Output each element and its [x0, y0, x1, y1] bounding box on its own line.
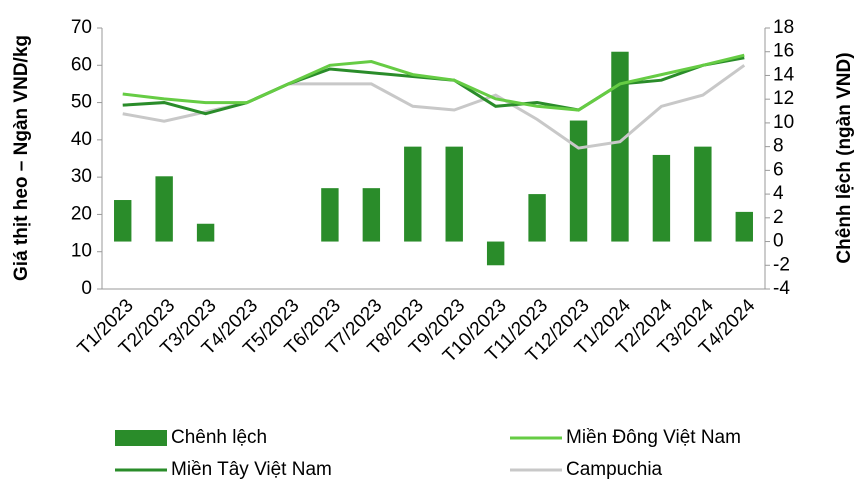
bar [652, 154, 671, 242]
legend-label: Miền Đông Việt Nam [566, 427, 741, 448]
y-tick-label: 20 [71, 203, 92, 224]
bar [611, 51, 629, 242]
y2-tick-label: 14 [773, 64, 795, 85]
bar [155, 176, 173, 242]
y-tick-label: 70 [71, 17, 92, 38]
y2-tick-label: 6 [773, 159, 784, 180]
y-tick-label: 10 [71, 241, 92, 262]
legend-label: Campuchia [566, 459, 663, 480]
y2-tick-label: -2 [773, 254, 790, 275]
y2-tick-label: 8 [773, 136, 784, 157]
y-tick-label: 50 [71, 92, 92, 113]
bar [445, 146, 463, 242]
legend-label: Chênh lệch [171, 427, 267, 448]
bar [735, 211, 753, 242]
y2-tick-label: 12 [773, 88, 794, 109]
y2-tick-label: 10 [773, 112, 794, 133]
y2-tick-label: 16 [773, 41, 794, 62]
y-tick-label: 0 [81, 278, 92, 299]
legend-swatch [115, 430, 167, 446]
y2-tick-label: 0 [773, 231, 784, 252]
bar [486, 241, 505, 266]
y-axis-label: Giá thịt heo – Ngàn VND/kg [11, 35, 32, 281]
bar [569, 120, 588, 242]
y2-axis-label: Chênh lệch (ngàn VND) [834, 52, 855, 263]
y2-tick-label: -4 [773, 278, 790, 299]
bar [362, 188, 381, 242]
bar [321, 188, 339, 242]
bar [694, 146, 712, 242]
y2-tick-label: 4 [773, 183, 784, 204]
bar [114, 200, 132, 242]
line [122, 53, 745, 112]
bar [196, 223, 215, 242]
y2-tick-label: 18 [773, 17, 794, 38]
y-tick-label: 40 [71, 129, 92, 150]
bar [404, 146, 422, 242]
y-tick-label: 30 [71, 166, 92, 187]
bar [528, 194, 546, 242]
line [122, 56, 745, 116]
y2-tick-label: 2 [773, 207, 784, 228]
y-tick-label: 60 [71, 54, 92, 75]
legend-label: Miền Tây Việt Nam [171, 459, 332, 480]
